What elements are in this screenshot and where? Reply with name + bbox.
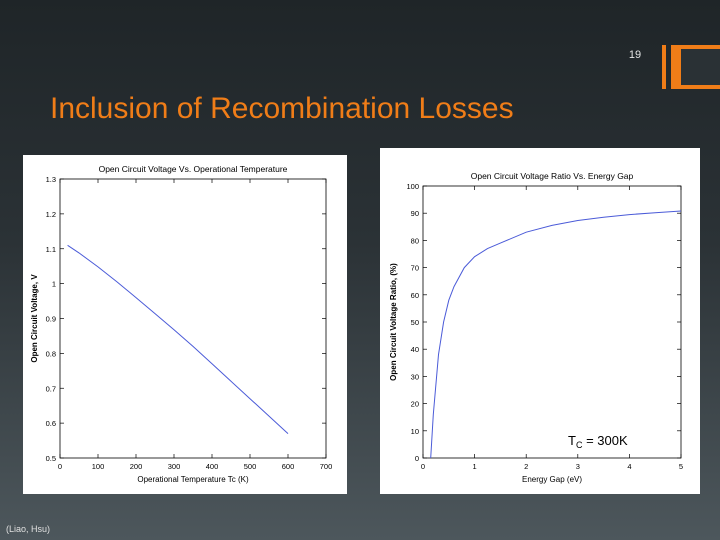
x-tick-label: 5 — [679, 462, 683, 471]
y-tick-label: 30 — [411, 372, 419, 381]
x-tick-label: 0 — [58, 462, 62, 471]
y-axis-label: Open Circuit Voltage, V — [30, 274, 39, 363]
y-axis-label: Open Circuit Voltage Ratio, (%) — [389, 263, 398, 381]
y-tick-label: 0.7 — [46, 384, 56, 393]
y-tick-label: 0.5 — [46, 454, 56, 463]
accent-bar-inner — [681, 49, 720, 85]
plot-area-frame — [59, 178, 327, 459]
x-tick-label: 2 — [524, 462, 528, 471]
x-tick-label: 400 — [206, 462, 219, 471]
y-tick-label: 0.6 — [46, 419, 56, 428]
tc-annotation: TC = 300K — [568, 433, 628, 450]
series-line — [67, 244, 289, 434]
x-tick-label: 1 — [473, 462, 477, 471]
temperature-chart-panel: Open Circuit Voltage Vs. Operational Tem… — [23, 155, 347, 494]
x-tick-label: 700 — [320, 462, 333, 471]
credit-note: (Liao, Hsu) — [6, 524, 51, 534]
chart-undefined: Open Circuit Voltage Ratio Vs. Energy Ga… — [389, 171, 683, 484]
y-tick-label: 90 — [411, 209, 419, 218]
chart-title: Open Circuit Voltage Ratio Vs. Energy Ga… — [471, 171, 634, 181]
chart-title: Open Circuit Voltage Vs. Operational Tem… — [99, 164, 288, 174]
x-tick-label: 300 — [168, 462, 181, 471]
y-tick-label: 80 — [411, 236, 419, 245]
x-axis-label: Operational Temperature Tc (K) — [137, 475, 249, 484]
temperature-chart: Open Circuit Voltage Vs. Operational Tem… — [30, 164, 332, 484]
series-line — [430, 210, 682, 459]
plot-area-frame — [422, 185, 682, 459]
y-tick-label: 1.3 — [46, 175, 56, 184]
x-tick-label: 0 — [421, 462, 425, 471]
accent-bar-thin — [662, 45, 666, 89]
x-axis-label: Energy Gap (eV) — [522, 475, 582, 484]
y-tick-label: 50 — [411, 318, 419, 327]
x-tick-label: 100 — [92, 462, 105, 471]
y-tick-label: 100 — [406, 182, 419, 191]
slide-number: 19 — [628, 49, 642, 61]
x-tick-label: 600 — [282, 462, 295, 471]
energy-gap-chart: Open Circuit Voltage Ratio Vs. Energy Ga… — [389, 171, 683, 484]
y-tick-label: 20 — [411, 400, 419, 409]
y-tick-label: 1 — [52, 280, 56, 289]
y-tick-label: 0.8 — [46, 349, 56, 358]
y-tick-label: 10 — [411, 427, 419, 436]
energy-gap-chart-panel: Open Circuit Voltage Ratio Vs. Energy Ga… — [380, 148, 700, 494]
y-tick-label: 60 — [411, 291, 419, 300]
y-tick-label: 1.1 — [46, 245, 56, 254]
y-tick-label: 0 — [415, 454, 419, 463]
y-tick-label: 40 — [411, 345, 419, 354]
chart-undefined: Open Circuit Voltage Vs. Operational Tem… — [30, 164, 332, 484]
x-tick-label: 3 — [576, 462, 580, 471]
x-tick-label: 4 — [627, 462, 631, 471]
slide-title: Inclusion of Recombination Losses — [50, 92, 514, 125]
x-tick-label: 500 — [244, 462, 257, 471]
y-tick-label: 1.2 — [46, 210, 56, 219]
y-tick-label: 70 — [411, 264, 419, 273]
y-tick-label: 0.9 — [46, 315, 56, 324]
x-tick-label: 200 — [130, 462, 143, 471]
